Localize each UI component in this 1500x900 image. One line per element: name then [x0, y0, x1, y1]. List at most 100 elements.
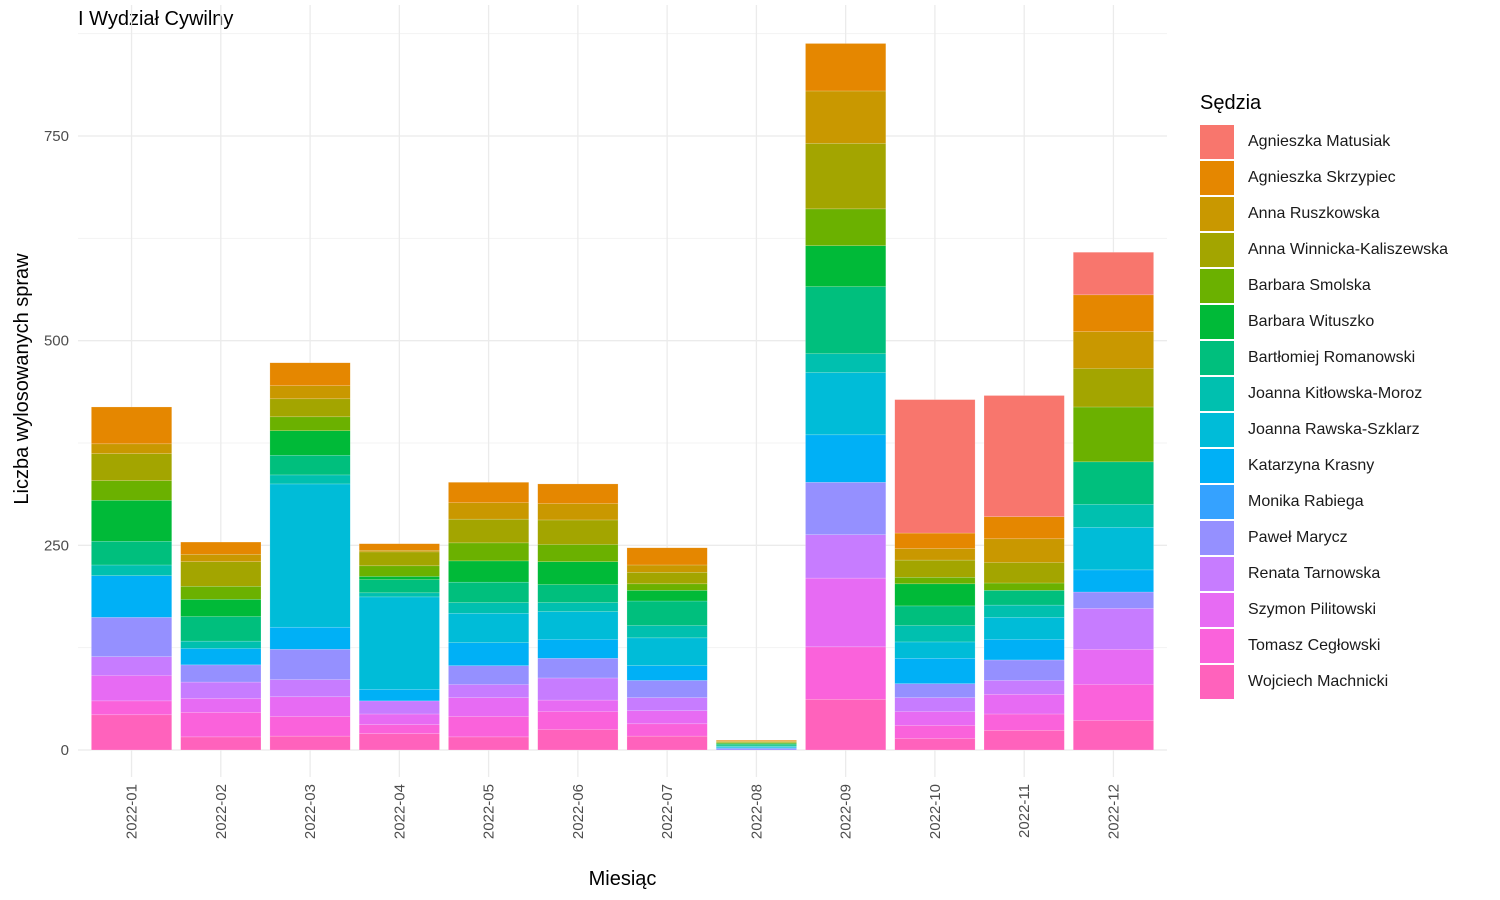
bar-segment — [537, 503, 619, 521]
bar-segment — [894, 641, 976, 659]
legend-label: Tomasz Cegłowski — [1248, 637, 1381, 654]
x-tick-label: 2022-01 — [124, 784, 141, 839]
bar-segment — [269, 455, 351, 476]
bar-segment — [358, 596, 440, 690]
bar-segment — [626, 710, 708, 725]
bar-segment — [269, 430, 351, 456]
bar-segment — [983, 395, 1065, 517]
bar-segment — [983, 730, 1065, 751]
bar-segment — [894, 697, 976, 712]
x-tick-label: 2022-02 — [213, 784, 230, 839]
bar-segment — [626, 572, 708, 585]
bar-segment — [91, 656, 172, 676]
legend-item: Tomasz Cegłowski — [1200, 628, 1448, 664]
bar-segment — [448, 665, 530, 685]
legend-item: Barbara Smolska — [1200, 268, 1448, 304]
legend-item: Bartłomiej Romanowski — [1200, 340, 1448, 376]
legend-swatch — [1200, 305, 1234, 339]
bar-segment — [894, 399, 976, 534]
bar-segment — [358, 713, 440, 725]
x-tick-label: 2022-12 — [1105, 784, 1122, 839]
bar-segment — [626, 665, 708, 681]
bar-segment — [358, 543, 440, 551]
bar-segment — [91, 617, 172, 657]
bar-segment — [894, 532, 976, 549]
bar-segment — [805, 208, 887, 246]
bar-segment — [448, 642, 530, 666]
legend-item: Renata Tarnowska — [1200, 556, 1448, 592]
legend-item: Agnieszka Skrzypiec — [1200, 160, 1448, 196]
bar-segment — [805, 372, 887, 436]
bar-segment — [894, 658, 976, 684]
bar-segment — [180, 586, 262, 600]
bar-segment — [537, 561, 619, 585]
bar-segment — [448, 518, 530, 544]
bar-segment — [180, 616, 262, 642]
bar-segment — [269, 716, 351, 737]
bar-segment — [180, 640, 262, 649]
bar-segment — [537, 699, 619, 712]
y-tick-label: 0 — [61, 742, 69, 759]
bar-segment — [626, 680, 708, 698]
legend-label: Wojciech Machnicki — [1248, 673, 1389, 690]
bar-segment — [537, 602, 619, 612]
x-tick-label: 2022-04 — [391, 784, 408, 839]
bar-segment — [91, 675, 172, 702]
bar-segment — [91, 406, 172, 445]
bar-segment — [983, 582, 1065, 591]
bar-segment — [537, 711, 619, 730]
legend-label: Agnieszka Matusiak — [1248, 133, 1391, 150]
x-tick-label: 2022-08 — [748, 784, 765, 839]
legend-label: Agnieszka Skrzypiec — [1248, 169, 1396, 186]
legend-swatch — [1200, 197, 1234, 231]
y-tick-label: 500 — [44, 333, 69, 350]
bar-segment — [448, 502, 530, 520]
bar-segment — [358, 700, 440, 715]
legend-item: Katarzyna Krasny — [1200, 448, 1448, 484]
legend-label: Barbara Smolska — [1248, 277, 1371, 294]
legend-swatch — [1200, 449, 1234, 483]
y-axis-ticks: 0 250 500 750 — [44, 128, 69, 759]
bar-segment — [1073, 684, 1154, 721]
x-tick-label: 2022-09 — [838, 784, 855, 839]
bar-segment — [805, 43, 887, 92]
bar-segment — [91, 714, 172, 751]
bar-segment — [894, 725, 976, 739]
bar-segment — [983, 516, 1065, 540]
x-tick-label: 2022-03 — [302, 784, 319, 839]
legend-label: Renata Tarnowska — [1248, 565, 1381, 582]
x-tick-label: 2022-10 — [927, 784, 944, 839]
bar-segment — [91, 443, 172, 454]
bar-segment — [983, 604, 1065, 618]
bar-segment — [448, 482, 530, 504]
bar-segment — [180, 599, 262, 617]
bar-segment — [894, 711, 976, 726]
bar-segment — [983, 538, 1065, 563]
bar-segment — [805, 482, 887, 535]
bar-segment — [537, 677, 619, 701]
x-axis-ticks: 2022-01 2022-02 2022-03 2022-04 2022-05 2022-… — [124, 784, 1123, 839]
bar-segment — [91, 453, 172, 481]
bar-segment — [1073, 406, 1154, 463]
bar-segment — [358, 733, 440, 751]
bar-segment — [1073, 368, 1154, 408]
bar-segment — [537, 611, 619, 640]
bar-segment — [180, 712, 262, 738]
bar-segment — [894, 577, 976, 585]
bar-segment — [537, 729, 619, 751]
bar-segment — [1073, 331, 1154, 369]
legend-item: Anna Winnicka-Kaliszewska — [1200, 232, 1448, 268]
legend-swatch — [1200, 485, 1234, 519]
legend-label: Paweł Marycz — [1248, 529, 1348, 546]
bar-segment — [983, 617, 1065, 640]
bar-segment — [1073, 504, 1154, 528]
bar-segment — [358, 724, 440, 734]
legend-swatch — [1200, 521, 1234, 555]
bar-segment — [626, 697, 708, 711]
legend-swatch — [1200, 413, 1234, 447]
bar-segment — [805, 90, 887, 144]
legend-item: Anna Ruszkowska — [1200, 196, 1448, 232]
legend-swatch — [1200, 161, 1234, 195]
legend-label: Joanna Rawska-Szklarz — [1248, 421, 1420, 438]
legend-swatch — [1200, 557, 1234, 591]
